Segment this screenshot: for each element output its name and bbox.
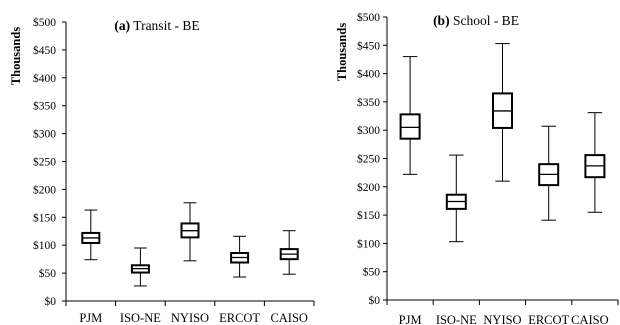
y-tick-label-b: $100 xyxy=(357,237,380,250)
box-a-1 xyxy=(81,209,101,261)
y-tick-label-b: $200 xyxy=(357,181,380,194)
y-tick-label-b: $350 xyxy=(357,96,380,109)
y-tick-label-b: $250 xyxy=(357,153,380,166)
box-b-2 xyxy=(445,154,467,243)
x-category-label-a: PJM xyxy=(79,311,102,325)
y-tick-label-b: $0 xyxy=(369,294,381,307)
chart-title-b: (b) School - BE xyxy=(433,13,519,28)
y-axis-title-b: Thousands xyxy=(335,23,349,82)
y-tick-label-a: $400 xyxy=(33,72,56,85)
chart-title-prefix-b: (b) xyxy=(433,13,450,28)
box-a-3 xyxy=(180,202,200,262)
y-tick-label-a: $250 xyxy=(33,156,56,169)
y-axis-title-a: Thousands xyxy=(9,27,23,86)
y-tick-label-b: $400 xyxy=(357,68,380,81)
y-tick-label-b: $500 xyxy=(357,11,380,24)
y-tick-label-a: $350 xyxy=(33,100,56,113)
chart-title-a: (a) Transit - BE xyxy=(114,18,199,33)
y-tick-label-b: $50 xyxy=(363,266,381,279)
x-category-label-a: ERCOT xyxy=(219,311,260,325)
box-b-4 xyxy=(538,125,560,221)
x-category-label-a: NYISO xyxy=(171,311,209,325)
y-tick-label-a: $500 xyxy=(33,16,56,29)
box-a-2 xyxy=(130,247,150,287)
x-category-label-b: ERCOT xyxy=(528,313,569,325)
box-b-3 xyxy=(492,43,513,182)
chart-panel-b: $0 $50 $100 $150 $200 $250 $300 $350 $400 $450 $50… xyxy=(335,11,619,325)
chart-panel-a: $0 $50 $100 $150 $200 $250 $300 $350 $400 $450 $50… xyxy=(9,16,315,325)
x-category-label-a: CAISO xyxy=(270,311,308,325)
y-tick-label-a: $100 xyxy=(33,239,56,252)
y-tick-label-b: $450 xyxy=(357,39,380,52)
y-tick-label-a: $150 xyxy=(33,211,56,224)
chart-title-text-a: Transit - BE xyxy=(130,18,199,33)
y-tick-label-a: $200 xyxy=(33,183,56,196)
box-a-5 xyxy=(279,230,299,275)
y-tick-label-a: $50 xyxy=(39,267,57,280)
chart-title-text-b: School - BE xyxy=(450,13,519,28)
x-category-label-b: CAISO xyxy=(571,313,609,325)
box-b-1 xyxy=(399,56,421,175)
y-tick-label-a: $300 xyxy=(33,128,56,141)
x-category-label-a: ISO-NE xyxy=(120,311,161,325)
iqr-box xyxy=(399,113,421,140)
y-tick-label-b: $150 xyxy=(357,209,380,222)
x-category-label-b: PJM xyxy=(399,313,422,325)
box-a-4 xyxy=(230,235,250,278)
box-b-5 xyxy=(584,112,606,213)
y-tick-label-a: $450 xyxy=(33,44,56,57)
y-tick-label-a: $0 xyxy=(45,295,57,308)
x-category-label-b: NYISO xyxy=(483,313,521,325)
x-category-label-b: ISO-NE xyxy=(436,313,477,325)
y-tick-label-b: $300 xyxy=(357,124,380,137)
chart-title-prefix-a: (a) xyxy=(114,18,130,33)
